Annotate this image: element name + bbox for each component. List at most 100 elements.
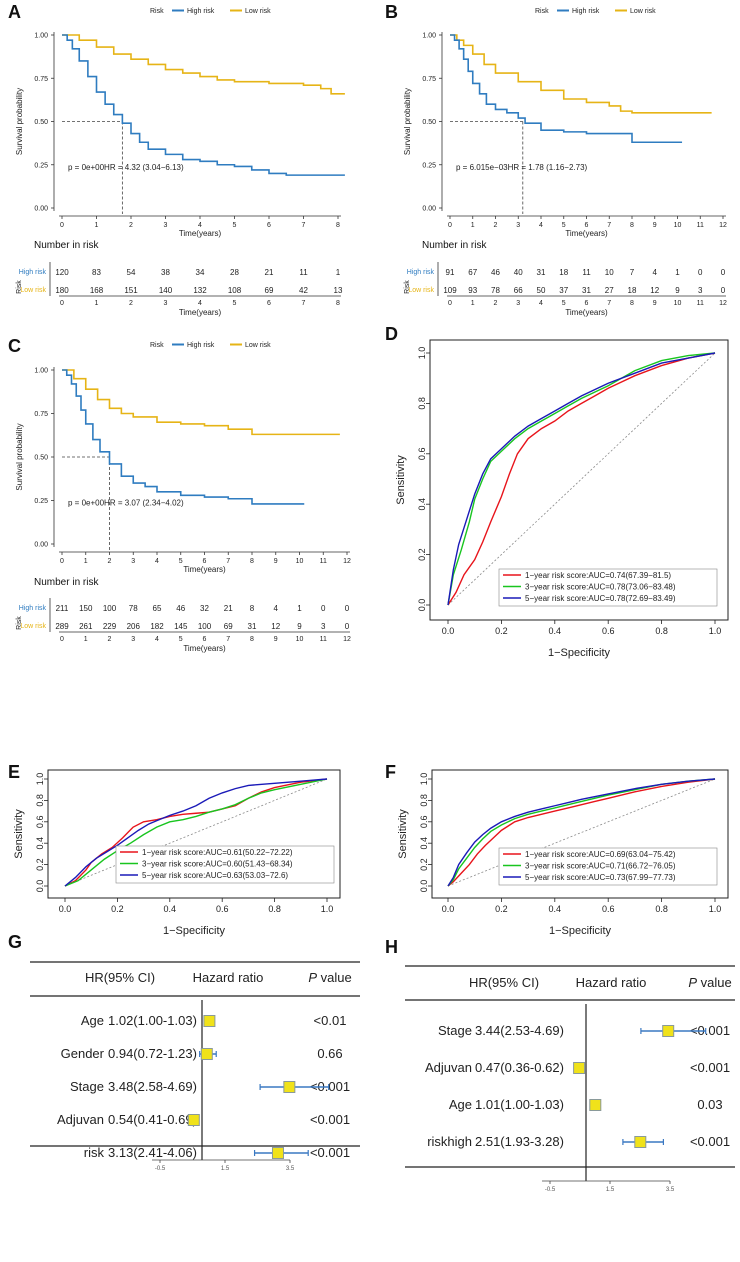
x-tick-label: 4 bbox=[539, 222, 543, 229]
risk-count-high: 0 bbox=[721, 268, 726, 277]
plot-frame bbox=[429, 339, 729, 621]
risk-table-tick-label: 5 bbox=[233, 300, 237, 307]
hr-marker bbox=[589, 1099, 602, 1111]
hr-marker bbox=[573, 1062, 586, 1074]
risk-table-tick-label: 3 bbox=[164, 300, 168, 307]
hr-marker bbox=[662, 1025, 675, 1037]
y-tick-label: 0.6 bbox=[35, 816, 45, 829]
header-p-value: P value bbox=[308, 970, 351, 985]
legend-low-label: Low risk bbox=[630, 8, 656, 15]
x-axis-title: Time(years) bbox=[179, 229, 222, 238]
low-risk-curve bbox=[450, 34, 712, 114]
risk-count-low: 42 bbox=[299, 286, 308, 295]
risk-table-high-label: High risk bbox=[19, 269, 47, 276]
header-p-value: P value bbox=[688, 975, 731, 990]
risk-count-high: 4 bbox=[653, 268, 658, 277]
x-tick-label: 0.2 bbox=[111, 904, 124, 914]
plot-frame bbox=[431, 769, 729, 899]
x-tick-label: 1.0 bbox=[709, 904, 722, 914]
risk-count-low: 289 bbox=[55, 622, 69, 631]
risk-count-low: 18 bbox=[628, 286, 637, 295]
x-tick-label: 2 bbox=[129, 222, 133, 229]
row-p-value: <0.001 bbox=[690, 1134, 730, 1149]
risk-count-low: 13 bbox=[334, 286, 343, 295]
y-tick-label: 0.8 bbox=[419, 794, 429, 807]
x-tick-label: 4 bbox=[155, 558, 159, 565]
risk-table-tick-label: 7 bbox=[607, 300, 611, 307]
legend-title: Risk bbox=[150, 8, 164, 15]
risk-count-high: 100 bbox=[103, 604, 117, 613]
risk-count-high: 18 bbox=[559, 268, 568, 277]
y-tick-label: 0.75 bbox=[34, 76, 48, 83]
risk-count-low: 168 bbox=[90, 286, 104, 295]
header-ci: HR(95% CI) bbox=[85, 970, 155, 985]
risk-count-low: 182 bbox=[150, 622, 164, 631]
panel-letter: B bbox=[385, 2, 398, 22]
x-tick-label: 5 bbox=[233, 222, 237, 229]
panel-letter: G bbox=[8, 932, 22, 952]
risk-count-high: 0 bbox=[698, 268, 703, 277]
risk-count-high: 120 bbox=[55, 268, 69, 277]
row-variable: Adjuvan bbox=[57, 1112, 104, 1127]
y-tick-label: 0.50 bbox=[34, 119, 48, 126]
x-tick-label: 5 bbox=[179, 558, 183, 565]
risk-count-low: 12 bbox=[271, 622, 280, 631]
x-tick-label: 1 bbox=[95, 222, 99, 229]
stats-annotation: p = 0e+00HR = 4.32 (3.04−6.13) bbox=[68, 163, 184, 172]
header-hazard-ratio: Hazard ratio bbox=[193, 970, 264, 985]
legend-label: 3−year risk score:AUC=0.60(51.43−68.34) bbox=[142, 860, 293, 869]
header-p-italic: P bbox=[308, 970, 317, 985]
row-ci: 1.02(1.00-1.03) bbox=[108, 1013, 197, 1028]
forest-x-tick-label: 3.5 bbox=[286, 1166, 295, 1172]
x-tick-label: 1 bbox=[471, 222, 475, 229]
legend-low-label: Low risk bbox=[245, 8, 271, 15]
header-p-italic: P bbox=[688, 975, 697, 990]
x-tick-label: 0 bbox=[60, 558, 64, 565]
risk-count-high: 38 bbox=[161, 268, 170, 277]
risk-count-high: 46 bbox=[176, 604, 185, 613]
forest-x-tick-label: 1.5 bbox=[221, 1166, 230, 1172]
risk-table-tick-label: 0 bbox=[60, 636, 64, 643]
risk-count-low: 145 bbox=[174, 622, 188, 631]
risk-table-tick-label: 9 bbox=[274, 636, 278, 643]
roc-curve-5-year bbox=[64, 778, 328, 887]
risk-table-title: Number in risk bbox=[422, 240, 487, 251]
row-ci: 3.48(2.58-4.69) bbox=[108, 1079, 197, 1094]
y-tick-label: 0.0 bbox=[35, 880, 45, 893]
risk-table-tick-label: 12 bbox=[343, 636, 351, 643]
risk-count-low: 12 bbox=[650, 286, 659, 295]
risk-count-low: 69 bbox=[224, 622, 233, 631]
risk-count-low: 66 bbox=[514, 286, 523, 295]
risk-count-low: 140 bbox=[159, 286, 173, 295]
risk-table-tick-label: 9 bbox=[653, 300, 657, 307]
x-tick-label: 9 bbox=[653, 222, 657, 229]
risk-table-tick-label: 1 bbox=[471, 300, 475, 307]
risk-table-tick-label: 10 bbox=[674, 300, 682, 307]
x-tick-label: 0.8 bbox=[268, 904, 281, 914]
risk-count-high: 32 bbox=[200, 604, 209, 613]
risk-count-low: 261 bbox=[79, 622, 93, 631]
risk-table-tick-label: 6 bbox=[585, 300, 589, 307]
risk-count-high: 1 bbox=[336, 268, 341, 277]
row-variable: Stage bbox=[70, 1079, 104, 1094]
risk-count-high: 0 bbox=[345, 604, 350, 613]
x-tick-label: 2 bbox=[494, 222, 498, 229]
risk-table-title: Number in risk bbox=[34, 240, 99, 251]
risk-table-x-title: Time(years) bbox=[183, 644, 226, 653]
x-tick-label: 1 bbox=[84, 558, 88, 565]
row-p-value: <0.01 bbox=[314, 1013, 347, 1028]
row-variable: risk bbox=[84, 1145, 105, 1160]
forest-x-tick-label: 1.5 bbox=[606, 1187, 615, 1193]
legend-label: 1−year risk score:AUC=0.69(63.04−75.42) bbox=[525, 850, 676, 859]
plot-frame bbox=[47, 769, 341, 899]
risk-table-tick-label: 3 bbox=[131, 636, 135, 643]
risk-table-ylabel: Risk bbox=[16, 616, 23, 630]
y-tick-label: 0.00 bbox=[34, 206, 48, 213]
x-tick-label: 0.6 bbox=[216, 904, 229, 914]
row-variable: riskhigh bbox=[427, 1134, 472, 1149]
risk-count-high: 83 bbox=[92, 268, 101, 277]
risk-table-tick-label: 6 bbox=[203, 636, 207, 643]
legend-label: 3−year risk score:AUC=0.78(73.06−83.48) bbox=[525, 583, 676, 592]
risk-count-low: 31 bbox=[582, 286, 591, 295]
risk-count-high: 8 bbox=[250, 604, 255, 613]
